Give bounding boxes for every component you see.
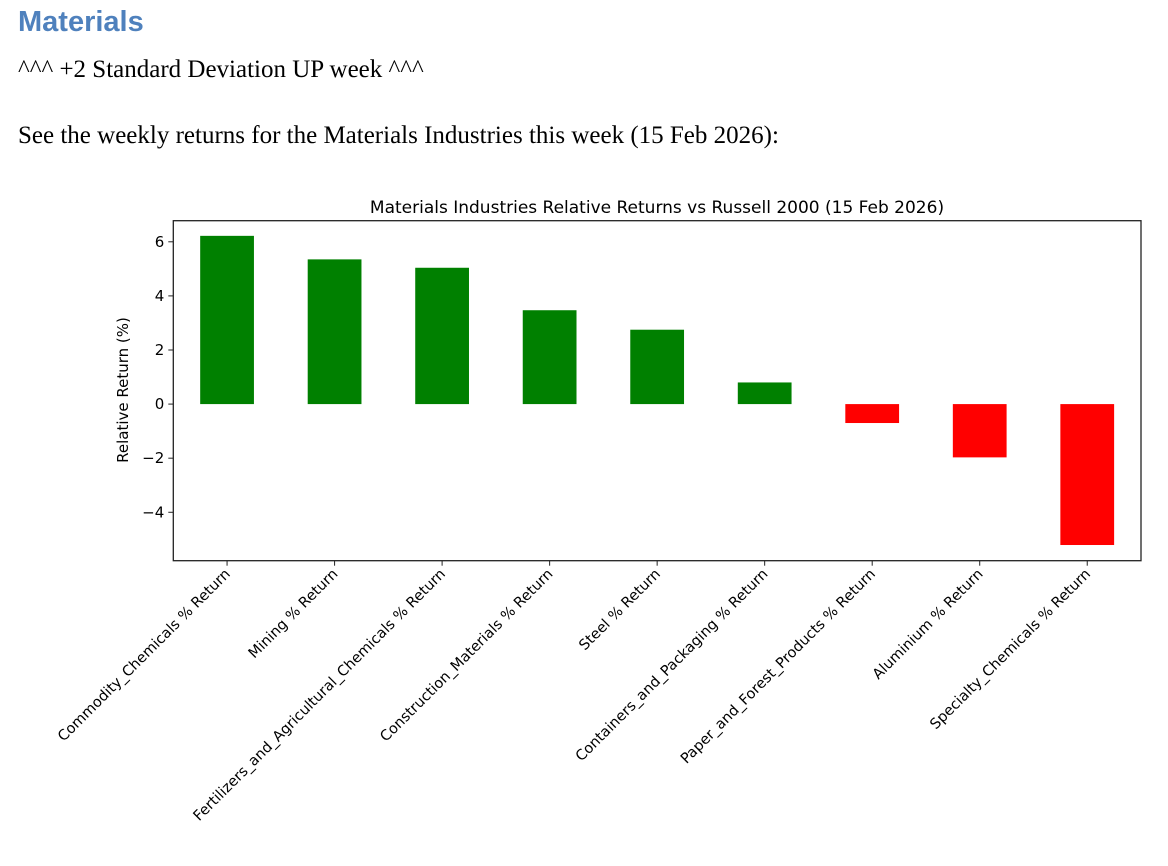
bar-7 (952, 404, 1007, 458)
x-tick-label: Steel % Return (576, 566, 664, 654)
y-tick-label: −4 (142, 503, 164, 521)
bar-3 (522, 310, 577, 405)
y-axis-label: Relative Return (%) (114, 317, 132, 463)
x-tick-label: Construction_Materials % Return (377, 566, 556, 745)
bar-5 (737, 382, 792, 405)
x-tick-label: Commodity_Chemicals % Return (55, 566, 234, 745)
bar-1 (307, 259, 362, 405)
bar-4 (630, 329, 685, 405)
x-tick-label: Aluminium % Return (870, 566, 987, 683)
chart-title: Materials Industries Relative Returns vs… (370, 198, 944, 218)
subheading: ^^^ +2 Standard Deviation UP week ^^^ (18, 56, 424, 83)
bar-6 (845, 404, 900, 424)
section-heading: Materials (18, 6, 144, 38)
x-tick-label: Paper_and_Forest_Products % Return (678, 566, 879, 767)
y-tick-label: 6 (155, 233, 165, 251)
bar-8 (1060, 404, 1115, 546)
intro-text: See the weekly returns for the Materials… (18, 122, 779, 149)
x-tick-label: Mining % Return (246, 566, 342, 662)
y-tick-label: 0 (155, 395, 165, 413)
plot-frame (172, 220, 1142, 562)
x-tick-label: Fertilizers_and_Agricultural_Chemicals %… (191, 566, 449, 824)
y-tick-label: −2 (142, 449, 164, 467)
bar-0 (200, 235, 254, 405)
x-tick-label: Containers_and_Packaging % Return (573, 566, 772, 765)
bar-2 (415, 267, 469, 405)
y-tick-label: 4 (155, 287, 165, 305)
y-tick-label: 2 (155, 341, 165, 359)
